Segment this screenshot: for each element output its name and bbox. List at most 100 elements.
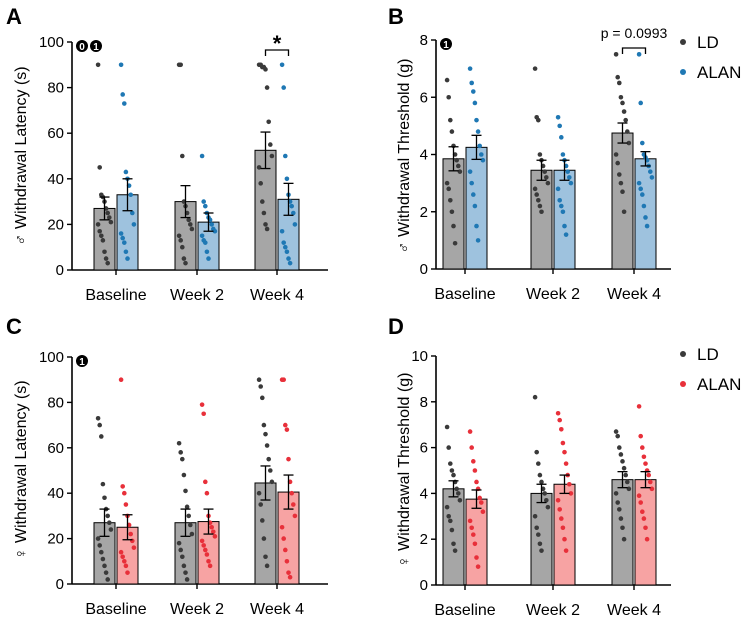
data-point-ld [188,522,193,528]
y-tick-label: 6 [420,89,428,106]
data-point-alan [284,176,290,182]
y-tick-label: 60 [47,440,64,457]
data-point-ld [532,66,538,71]
data-point-alan [281,85,287,90]
marker-badge-label: 1 [93,42,99,53]
data-point-alan [472,541,478,547]
y-tick-label: 60 [47,125,64,142]
data-point-alan [284,427,290,432]
data-point-ld [545,504,551,510]
data-point-ld [97,422,102,428]
data-point-alan [118,62,124,68]
data-point-alan [643,525,648,531]
data-point-alan [283,547,288,553]
data-point-alan [122,559,127,564]
data-point-alan [209,524,214,530]
data-point-ld [261,422,267,428]
legend-marker-ld [680,351,686,357]
data-point-ld [444,424,450,430]
data-point-ld [178,238,183,243]
data-point-alan [125,256,130,261]
significance-label: * [273,31,282,56]
data-point-alan [131,222,137,227]
y-tick-label: 10 [411,348,428,365]
data-point-ld [99,233,104,239]
data-point-ld [452,240,458,246]
data-point-alan [568,180,574,186]
x-tick-label: Week 2 [170,601,224,615]
data-point-alan [555,114,561,120]
data-point-alan [644,536,650,542]
data-point-alan [562,223,567,229]
data-point-alan [204,249,210,255]
data-point-alan [292,513,298,519]
data-point-alan [557,198,562,203]
data-point-ld [260,395,265,401]
data-point-ld [258,502,264,507]
data-point-alan [201,543,206,548]
y-axis-title: ♂ Withdrawal Latency (s) [13,66,30,245]
data-point-alan [283,244,288,250]
data-point-ld [263,67,268,72]
x-tick-label: Baseline [85,287,146,304]
data-point-alan [641,454,647,460]
data-point-ld [180,554,185,560]
data-point-ld [454,486,460,492]
data-point-ld [451,541,456,547]
data-point-ld [446,186,452,192]
data-point-alan [122,240,127,245]
x-tick-label: Week 4 [607,286,661,303]
data-point-alan [206,559,211,564]
y-tick-label: 20 [47,531,64,548]
data-point-alan [203,240,208,245]
data-point-alan [118,231,124,236]
marker-badge [440,38,452,50]
data-point-alan [206,256,211,261]
data-point-alan [479,500,484,505]
data-point-alan [281,536,287,541]
data-point-ld [103,570,109,575]
data-point-ld [189,226,195,232]
data-point-ld [537,203,543,209]
data-point-ld [100,238,106,243]
data-point-alan [467,518,473,524]
data-point-alan [287,574,293,580]
data-point-ld [615,160,620,166]
data-point-alan [644,223,650,229]
data-point-alan [557,507,562,512]
data-point-ld [617,507,622,512]
data-point-ld [108,527,114,532]
data-point-ld [180,244,185,250]
data-point-alan [477,143,483,149]
x-tick-label: Baseline [85,601,146,615]
data-point-alan [640,140,645,146]
data-point-alan [480,157,486,163]
legend-label-alan: ALAN [697,375,741,394]
data-point-ld [95,222,101,227]
data-point-alan [559,203,564,209]
data-point-ld [618,452,624,457]
data-point-alan [567,481,572,487]
data-point-alan [643,215,648,220]
y-axis-title: ♀ Withdrawal Latency (s) [13,380,30,559]
data-point-ld [100,481,106,487]
data-point-alan [287,260,293,266]
data-point-ld [449,468,455,473]
data-point-ld [95,415,101,421]
y-tick-label: 100 [39,349,64,366]
significance-bracket [621,47,647,54]
data-point-alan [474,223,479,229]
x-tick-label: Week 4 [250,601,304,615]
sex-symbol: ♂ [13,229,30,245]
data-point-ld [620,100,625,106]
data-point-ld [178,547,183,553]
data-point-alan [474,555,479,560]
data-point-alan [636,404,642,409]
data-point-ld [102,249,107,255]
sex-symbol: ♀ [13,543,30,559]
data-point-alan [199,402,205,407]
data-point-ld [105,577,110,582]
data-point-ld [537,541,543,547]
data-point-ld [536,198,541,203]
y-tick-label: 2 [420,204,428,221]
